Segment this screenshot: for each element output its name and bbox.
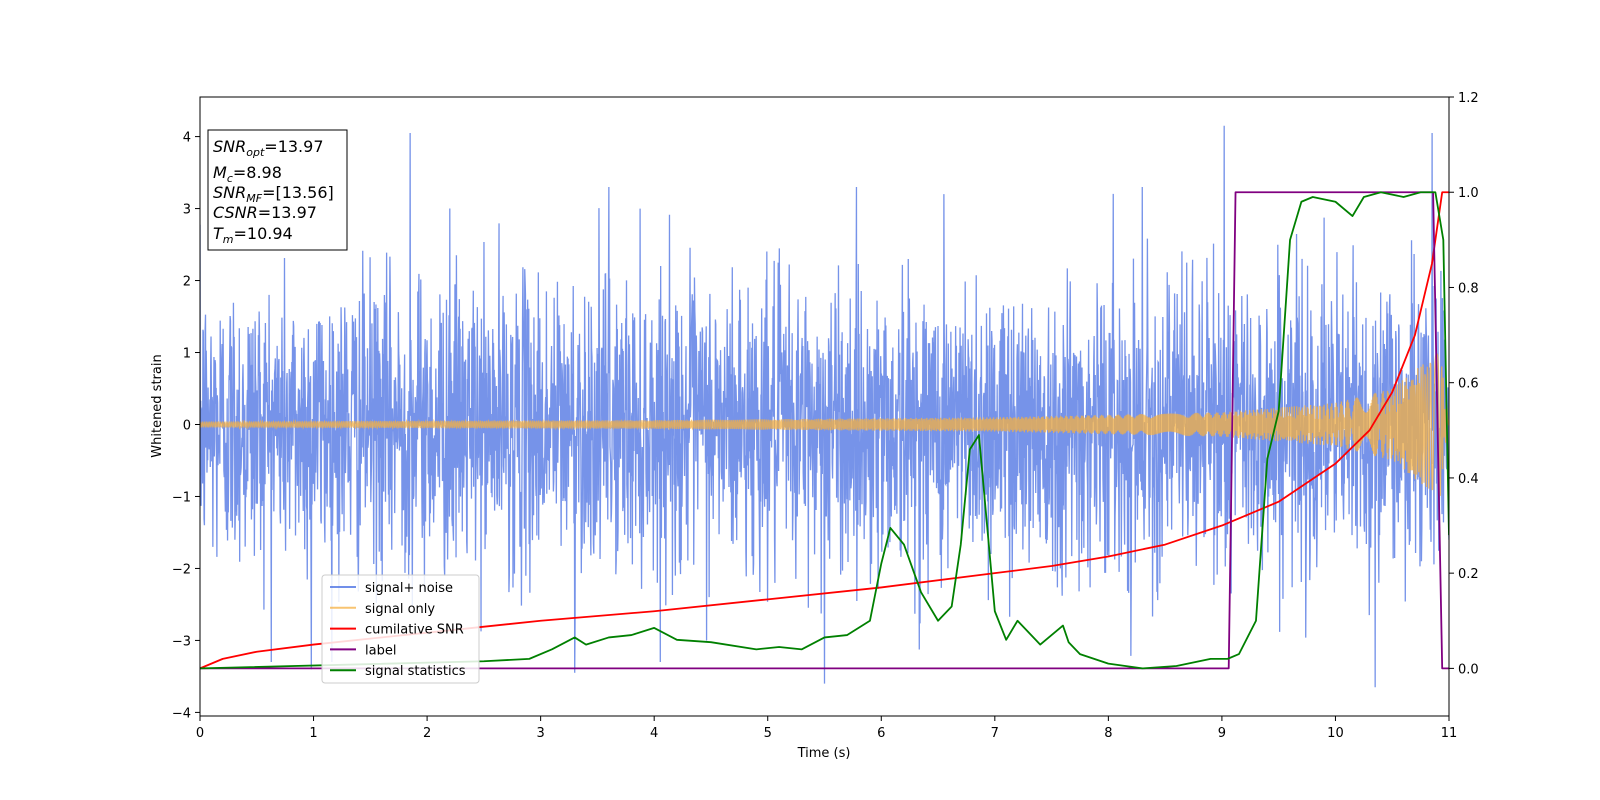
x-tick-label: 1 xyxy=(309,726,317,741)
plot-frame xyxy=(199,96,1450,717)
y-tick-label: −3 xyxy=(172,634,191,649)
legend-label-signal-statistics: signal statistics xyxy=(365,664,466,679)
x-tick-label: 5 xyxy=(764,726,772,741)
x-tick-label: 7 xyxy=(991,726,999,741)
legend: signal+ noise signal only cumilative SNR la… xyxy=(321,574,480,684)
y2-tick-label: 0.6 xyxy=(1458,377,1479,392)
y-tick-label: 4 xyxy=(183,131,191,146)
series-signal-statistics xyxy=(200,191,1449,670)
x-tick-label: 2 xyxy=(423,726,431,741)
series-signal-only xyxy=(200,353,1449,496)
x-tick-label: 11 xyxy=(1441,726,1458,741)
y2-tick-label: 1.0 xyxy=(1458,186,1479,201)
y2-tick-label: 0.0 xyxy=(1458,662,1479,677)
annotation-line: Mc=8.98 xyxy=(213,163,282,185)
y-tick-label: 0 xyxy=(183,418,191,433)
y2-tick-label: 0.8 xyxy=(1458,281,1479,296)
y-tick-label: 2 xyxy=(183,275,191,290)
legend-label-signal-noise: signal+ noise xyxy=(365,581,453,596)
y2-tick-label: 0.4 xyxy=(1458,472,1479,487)
x-tick-label: 10 xyxy=(1327,726,1344,741)
y-tick-label: 3 xyxy=(183,203,191,218)
legend-label-label: label xyxy=(365,643,396,658)
legend-frame xyxy=(321,574,480,684)
x-axis-title: Time (s) xyxy=(797,746,851,761)
x-tick-label: 6 xyxy=(877,726,885,741)
series-signal-noise xyxy=(200,125,1449,688)
y-tick-label: 1 xyxy=(183,347,191,362)
x-axis: 0 1 2 3 4 5 6 7 8 9 10 11 xyxy=(196,716,1457,741)
x-tick-label: 9 xyxy=(1218,726,1226,741)
y2-axis: 0.0 0.2 0.4 0.6 0.8 1.0 1.2 xyxy=(1449,91,1479,677)
annotation-line: Tm=10.94 xyxy=(213,224,293,246)
y2-tick-label: 1.2 xyxy=(1458,91,1479,106)
annotation-frame xyxy=(207,129,348,251)
y-tick-label: −4 xyxy=(172,706,191,721)
y-axis: −4 −3 −2 −1 0 1 2 3 4 xyxy=(172,131,200,721)
x-tick-label: 8 xyxy=(1104,726,1112,741)
x-tick-label: 4 xyxy=(650,726,658,741)
series-label xyxy=(200,191,1449,670)
y-axis-title: Whitened strain xyxy=(150,354,165,457)
annotation-box: SNRopt=13.97 Mc=8.98SNRMF=[13.56]CSNR=13.… xyxy=(207,129,348,251)
y2-tick-label: 0.2 xyxy=(1458,567,1479,582)
legend-label-signal-only: signal only xyxy=(365,602,435,617)
x-tick-label: 3 xyxy=(536,726,544,741)
annotation-line: CSNR=13.97 xyxy=(213,203,317,222)
legend-label-cumilative-snr: cumilative SNR xyxy=(365,623,464,638)
x-tick-label: 0 xyxy=(196,726,204,741)
annotation-line: SNRMF=[13.56] xyxy=(213,183,334,205)
y-tick-label: −1 xyxy=(172,490,191,505)
annotation-line: SNRopt=13.97 xyxy=(213,137,324,159)
y-tick-label: −2 xyxy=(172,562,191,577)
